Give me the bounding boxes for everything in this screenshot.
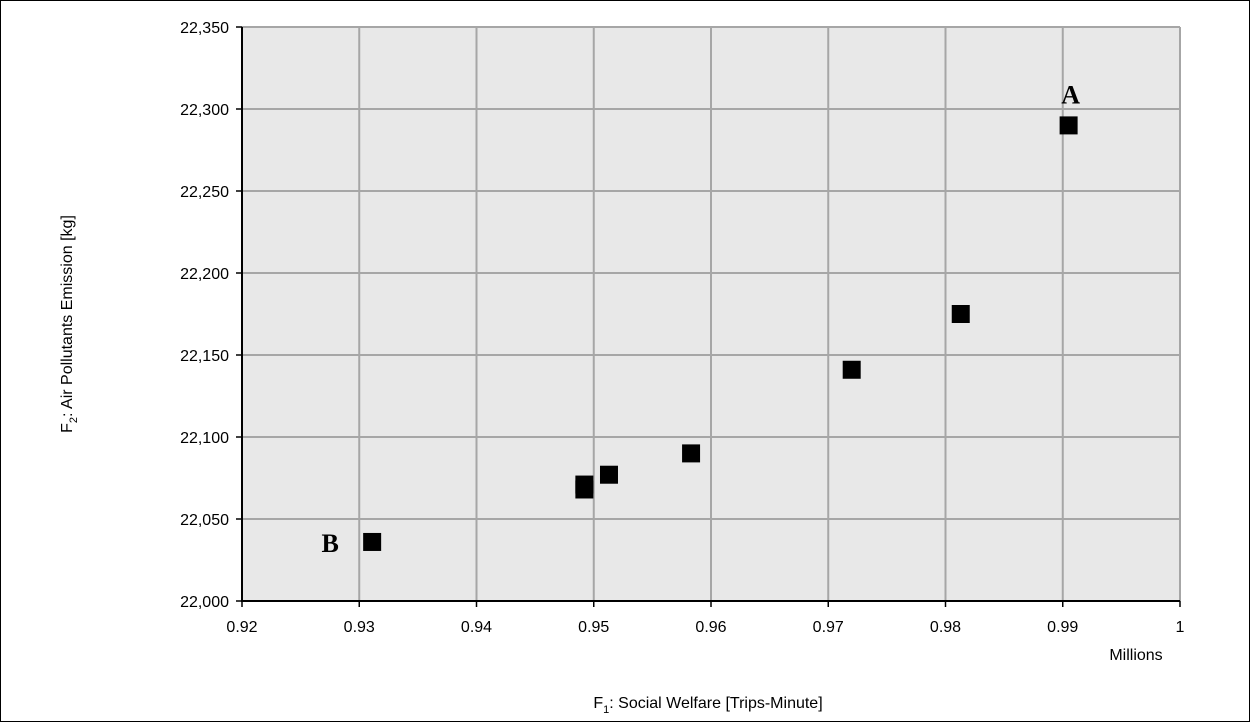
x-axis-title-text: : Social Welfare [Trips-Minute]: [609, 695, 822, 712]
y-tick-label: 22,100: [180, 430, 229, 447]
x-tick-label: 0.96: [695, 619, 726, 636]
y-tick-label: 22,200: [180, 266, 229, 283]
x-axis-title-prefix: F: [593, 695, 603, 712]
grid-lines: [242, 26, 1181, 601]
annotations: AB: [321, 80, 1080, 558]
x-tick-label: 0.92: [226, 619, 257, 636]
data-point: [575, 475, 594, 494]
point-annotation-label: B: [321, 529, 338, 558]
x-axis-title: F1: Social Welfare [Trips-Minute]: [593, 695, 822, 716]
data-points: [363, 116, 1078, 551]
y-tick-label: 22,350: [180, 20, 229, 37]
tick-labels: 0.92 0.93 0.94 0.95 0.96 0.97 0.98 0.99 1 22,000 2…: [180, 20, 1184, 636]
y-axis-title-prefix: F: [59, 423, 76, 433]
x-tick-label: 0.94: [461, 619, 492, 636]
x-tick-label: 0.98: [930, 619, 961, 636]
y-tick-label: 22,300: [180, 102, 229, 119]
data-point: [363, 532, 382, 551]
point-annotation-label: A: [1061, 80, 1080, 109]
y-tick-label: 22,250: [180, 184, 229, 201]
data-point: [842, 360, 861, 379]
x-tick-label: 0.93: [344, 619, 375, 636]
x-axis-title-subscript: 1: [603, 704, 609, 716]
x-tick-label: 1: [1176, 619, 1185, 636]
y-tick-label: 22,150: [180, 348, 229, 365]
x-tick-label: 0.99: [1047, 619, 1078, 636]
data-point: [1059, 116, 1078, 135]
data-point: [682, 444, 701, 463]
y-tick-label: 22,000: [180, 594, 229, 611]
y-axis-title: F2: Air Pollutants Emission [kg]: [59, 215, 80, 433]
axes: [236, 26, 1181, 607]
y-axis-title-text: : Air Pollutants Emission [kg]: [59, 215, 76, 417]
x-axis-units-label: Millions: [1109, 647, 1162, 664]
y-axis-title-subscript: 2: [68, 417, 80, 423]
data-point: [599, 465, 618, 484]
x-tick-label: 0.97: [813, 619, 844, 636]
x-tick-label: 0.95: [578, 619, 609, 636]
data-point: [951, 305, 970, 323]
y-tick-label: 22,050: [180, 512, 229, 529]
